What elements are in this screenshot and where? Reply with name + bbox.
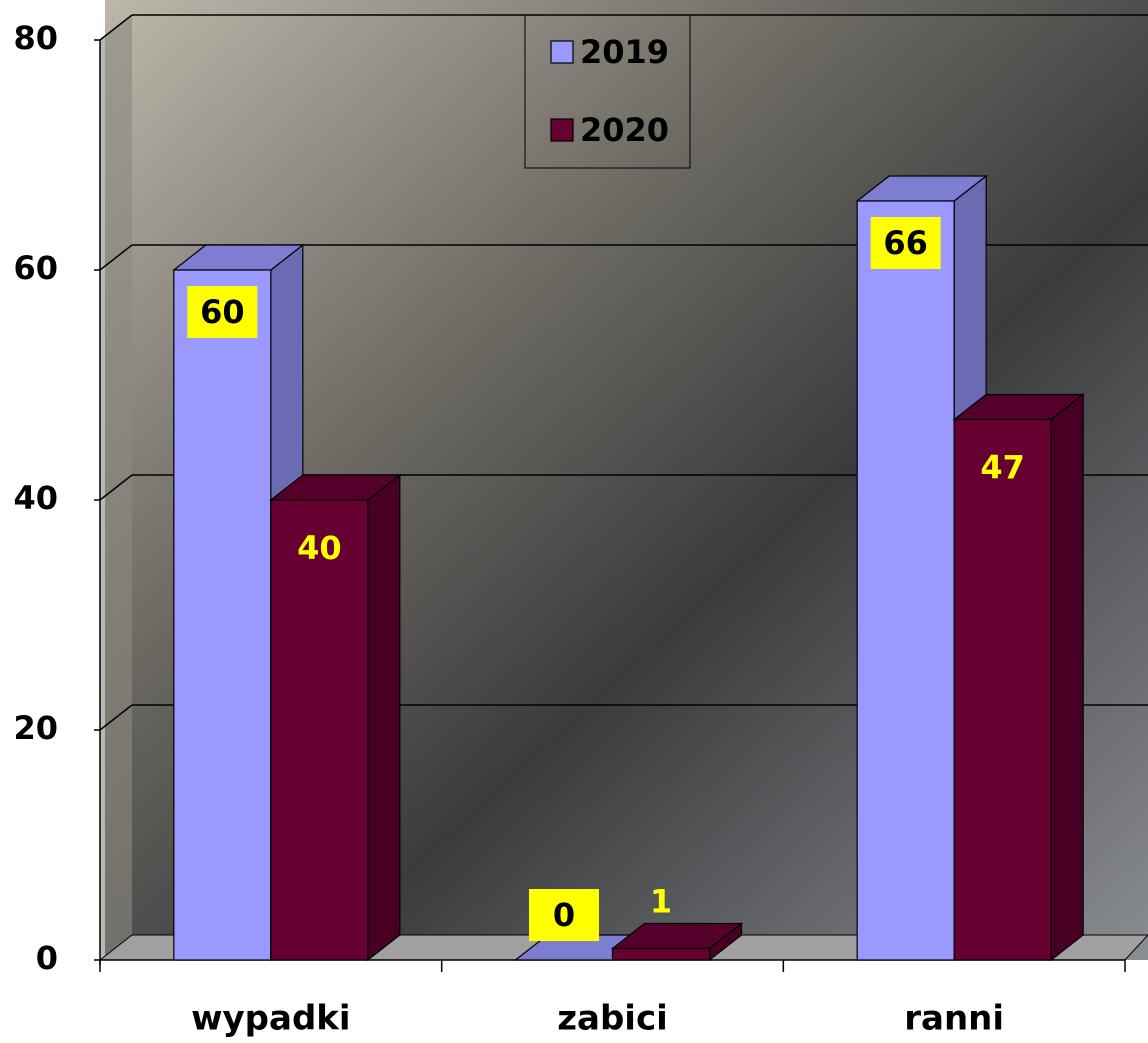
legend-label: 2020 (580, 111, 669, 149)
y-tick-label: 40 (13, 479, 58, 517)
grid-line (99, 14, 133, 41)
bar-side (367, 473, 401, 962)
x-tick-label: zabici (557, 999, 668, 1039)
y-tick-label: 80 (13, 19, 58, 57)
value-label: 1 (650, 883, 672, 921)
bar (856, 200, 955, 961)
value-label: 47 (980, 449, 1025, 487)
bar-group (269, 473, 402, 962)
value-label: 60 (200, 293, 245, 331)
x-tick-label: ranni (904, 999, 1004, 1039)
value-label-box (187, 286, 258, 338)
value-label-box (529, 889, 599, 941)
bar-group (610, 922, 744, 962)
grid-line (99, 704, 133, 731)
bar (173, 269, 272, 961)
bar (953, 418, 1052, 961)
bar-group (952, 393, 1085, 962)
grid-line (99, 474, 133, 501)
legend-swatch (550, 40, 574, 64)
legend-label: 2019 (580, 33, 669, 71)
value-label: 0 (553, 896, 575, 934)
bar-side (1050, 393, 1084, 962)
y-tick-label: 20 (13, 709, 58, 747)
value-label: 66 (883, 224, 928, 262)
bar (270, 499, 369, 961)
bar (611, 947, 711, 961)
grid-line (99, 244, 133, 271)
y-tick-label: 0 (36, 939, 58, 977)
y-tick-label: 60 (13, 249, 58, 287)
legend-swatch (550, 118, 574, 142)
value-label-box (870, 217, 941, 269)
legend-box (524, 14, 691, 169)
value-label: 40 (297, 529, 342, 567)
x-tick-label: wypadki (191, 999, 350, 1039)
